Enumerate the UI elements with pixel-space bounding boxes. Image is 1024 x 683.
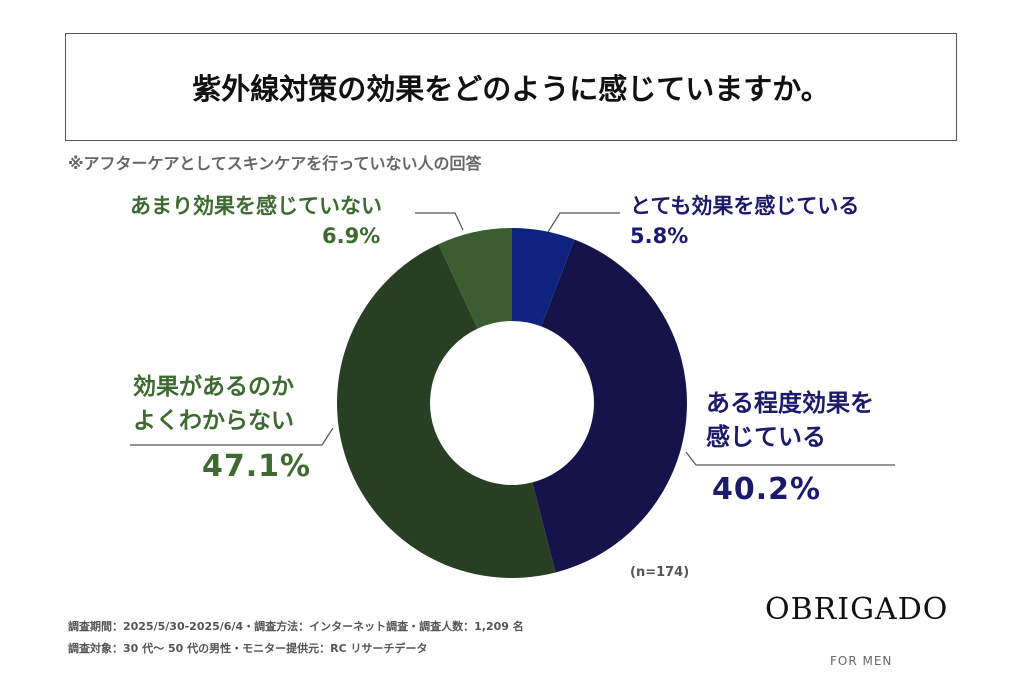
subtitle: ※アフターケアとしてスキンケアを行っていない人の回答 (68, 154, 482, 173)
leader-line (547, 212, 620, 233)
slice-label: とても効果を感じている (630, 194, 860, 218)
leader-line (685, 451, 895, 466)
value-label: 47.1% (202, 449, 312, 484)
footer-text: 調査期間：2025/5/30-2025/6/4・調査方法：インターネット調査・調… (68, 620, 524, 633)
footer-text: 調査対象：30 代〜 50 代の男性・モニター提供元：RC リサーチデータ (68, 642, 428, 655)
leader-lines (130, 212, 895, 466)
value-label: 5.8% (630, 224, 689, 248)
leader-line (415, 212, 464, 231)
sample-size: (n=174) (630, 565, 690, 580)
donut-slice (512, 228, 575, 327)
value-label: 6.9% (322, 224, 381, 248)
donut-slice (336, 244, 556, 579)
value-label: 40.2% (712, 472, 822, 507)
leader-line (130, 427, 334, 446)
brand: OBRIGADO (765, 592, 949, 627)
slice-label: ある程度効果を 感じている (706, 389, 874, 451)
brand-sub: FOR MEN (830, 654, 893, 668)
slice-label: 効果があるのか よくわからない (133, 374, 294, 434)
chart-title: 紫外線対策の効果をどのように感じていますか。 (192, 72, 830, 106)
title-box: 紫外線対策の効果をどのように感じていますか。 (65, 33, 957, 141)
slice-label: あまり効果を感じていない (130, 194, 382, 218)
donut-slice (532, 239, 688, 573)
donut-slice (438, 228, 512, 329)
